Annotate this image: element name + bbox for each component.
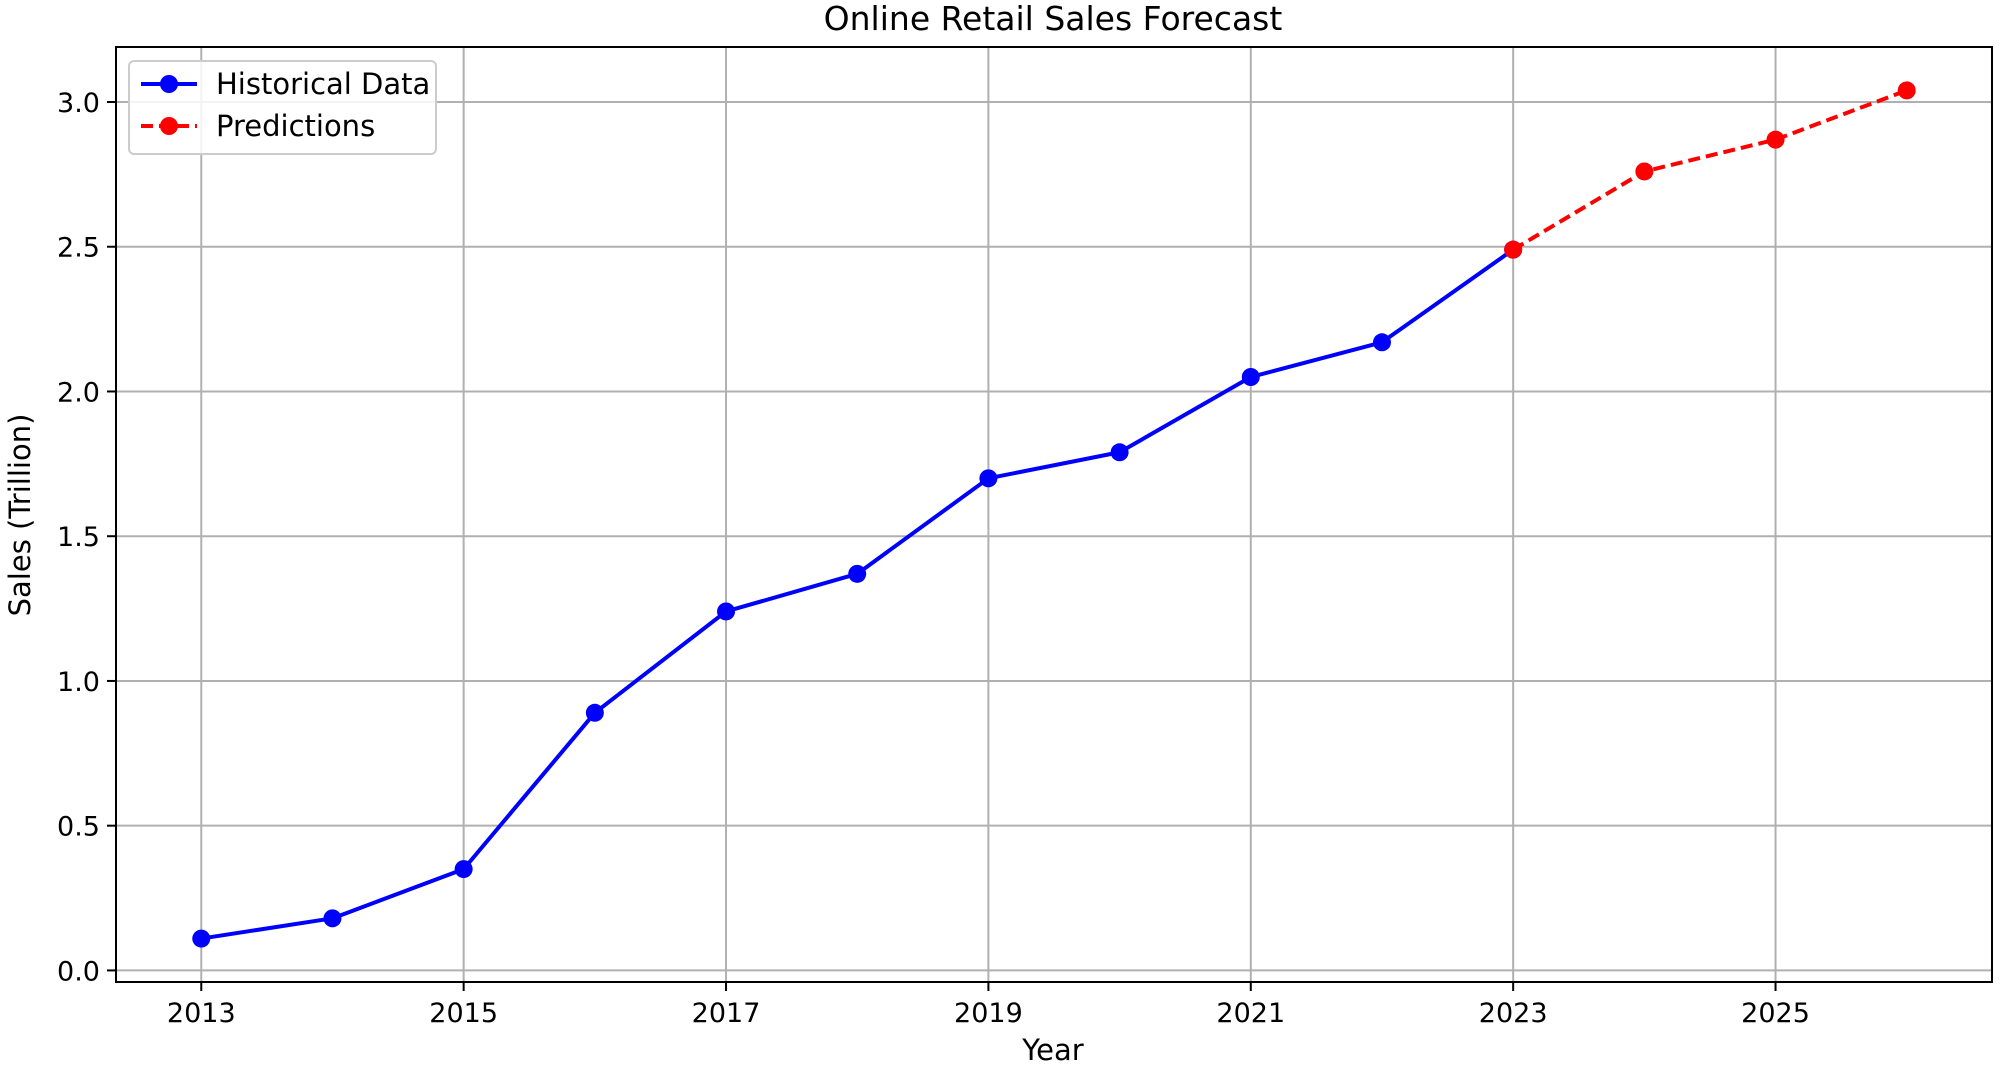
y-tick-label: 3.0: [57, 88, 100, 119]
y-tick-label: 1.5: [57, 522, 100, 553]
data-point-0-8: [1241, 368, 1260, 386]
x-tick-label: 2025: [1741, 998, 1810, 1029]
data-point-0-6: [979, 469, 998, 488]
x-tick-label: 2017: [692, 998, 761, 1029]
data-point-1-0: [1504, 240, 1523, 259]
legend-box: [128, 60, 437, 155]
x-tick-label: 2023: [1479, 998, 1548, 1029]
x-tick-label: 2015: [429, 998, 498, 1029]
y-tick-label: 0.5: [57, 812, 100, 843]
y-axis-label: Sales (Trillion): [3, 414, 37, 617]
data-point-0-7: [1110, 443, 1129, 462]
data-point-0-4: [717, 602, 736, 621]
x-axis-label: Year: [1021, 1033, 1083, 1067]
grid-lines: [116, 47, 1992, 982]
series-line-0: [200, 247, 1515, 941]
x-tick-label: 2013: [167, 998, 236, 1029]
legend-swatch-marker-historical: [160, 75, 178, 93]
series-layer: [192, 81, 1916, 948]
legend: Historical Data Predictions: [128, 60, 437, 155]
x-tick-label: 2021: [1216, 998, 1285, 1029]
y-tick-label: 0.0: [57, 956, 100, 987]
data-point-0-0: [192, 929, 211, 948]
data-point-1-3: [1897, 81, 1916, 100]
plot-frame: [115, 46, 1993, 983]
legend-swatch-marker-predictions: [160, 117, 178, 135]
data-point-0-1: [323, 909, 342, 928]
chart-title: Online Retail Sales Forecast: [824, 0, 1283, 38]
y-tick-label: 1.0: [57, 667, 100, 698]
series-line-1: [1512, 88, 1908, 252]
y-tick-label: 2.0: [57, 377, 100, 408]
legend-label-historical: Historical Data: [216, 67, 430, 101]
data-point-0-2: [454, 860, 473, 879]
x-tick-label: 2019: [954, 998, 1023, 1029]
data-point-1-1: [1635, 162, 1654, 181]
legend-label-predictions: Predictions: [216, 109, 375, 143]
data-point-1-2: [1766, 130, 1785, 149]
data-point-0-3: [585, 703, 604, 722]
y-tick-label: 2.5: [57, 233, 100, 264]
axis-ticks: 2013 2015 2017 2019 2021 2023 2025 0.0 0.5 1.0 1.5…: [57, 88, 1810, 1029]
data-point-0-5: [848, 564, 867, 583]
data-point-0-9: [1372, 333, 1391, 352]
